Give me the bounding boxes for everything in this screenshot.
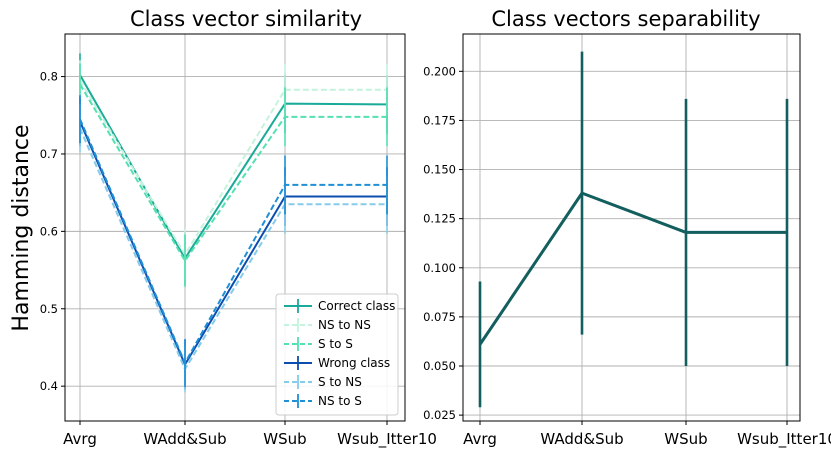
data-point bbox=[386, 116, 388, 118]
data-point bbox=[685, 231, 687, 234]
data-point bbox=[284, 116, 286, 118]
series-s-to-s bbox=[79, 63, 388, 288]
x-tick-label: Wsub_Itter10 bbox=[337, 430, 437, 449]
data-point bbox=[184, 259, 186, 262]
y-tick-label: 0.025 bbox=[423, 408, 456, 422]
legend-item-s-to-s: S to S bbox=[284, 337, 353, 351]
data-point bbox=[184, 362, 186, 364]
y-ticks: 0.025 0.050 0.075 0.100 0.125 0.150 0.175 0.200 bbox=[423, 64, 463, 422]
y-tick-label: 0.050 bbox=[423, 359, 456, 373]
series-line bbox=[79, 83, 387, 262]
y-tick-label: 0.5 bbox=[40, 302, 58, 316]
series-line bbox=[79, 121, 387, 366]
data-point bbox=[79, 83, 81, 86]
legend: Correct class NS to NS S to S Wrong class S … bbox=[275, 293, 399, 416]
data-point bbox=[284, 184, 286, 186]
series-group bbox=[478, 51, 789, 408]
series-line bbox=[79, 79, 387, 256]
chart-title: Class vector similarity bbox=[130, 7, 362, 31]
y-tick-label: 0.125 bbox=[423, 212, 456, 226]
y-tick-label: 0.100 bbox=[423, 261, 456, 275]
legend-label: NS to NS bbox=[318, 318, 371, 332]
legend-item-wrong-class: Wrong class bbox=[284, 356, 390, 370]
y-tick-label: 0.175 bbox=[423, 113, 456, 127]
x-tick-label: Avrg bbox=[463, 430, 497, 448]
legend-label: S to NS bbox=[318, 375, 362, 389]
y-tick-label: 0.4 bbox=[40, 379, 58, 393]
y-tick-label: 0.8 bbox=[40, 70, 58, 84]
series-ns-to-ns bbox=[79, 60, 388, 281]
y-tick-label: 0.150 bbox=[423, 163, 456, 177]
legend-box bbox=[275, 293, 399, 416]
legend-label: Correct class bbox=[318, 299, 395, 313]
y-tick-label: 0.7 bbox=[40, 147, 58, 161]
legend-item-s-to-ns: S to NS bbox=[284, 375, 362, 389]
y-tick-label: 0.6 bbox=[40, 224, 58, 238]
data-point bbox=[386, 184, 388, 186]
x-tick-label: WSub bbox=[664, 430, 707, 448]
chart-title: Class vectors separability bbox=[491, 7, 760, 31]
series-correct-class bbox=[79, 53, 388, 286]
series-group bbox=[79, 53, 388, 393]
data-point bbox=[479, 343, 481, 346]
x-tick-label: WAdd&Sub bbox=[143, 430, 226, 448]
x-tick-label: WAdd&Sub bbox=[540, 430, 623, 448]
y-tick-label: 0.075 bbox=[423, 310, 456, 324]
legend-item-correct-class: Correct class bbox=[284, 299, 395, 313]
legend-item-ns-to-ns: NS to NS bbox=[284, 318, 371, 332]
series-separability bbox=[478, 51, 789, 408]
x-ticks: Avrg WAdd&Sub WSub Wsub_Itter10 bbox=[463, 421, 831, 449]
y-ticks: 0.4 0.5 0.6 0.7 0.8 bbox=[40, 70, 65, 393]
plot-frame bbox=[64, 33, 406, 422]
plot-frame bbox=[462, 33, 801, 422]
chart-class-vector-similarity: Class vector similarity Hamming distance… bbox=[9, 7, 437, 449]
y-tick-label: 0.200 bbox=[423, 64, 456, 78]
data-point bbox=[786, 231, 788, 234]
legend-label: Wrong class bbox=[318, 356, 390, 370]
legend-label: S to S bbox=[318, 337, 353, 351]
data-point bbox=[581, 192, 583, 194]
series-ns-to-s bbox=[79, 95, 388, 387]
series-line bbox=[79, 128, 387, 371]
chart-class-vectors-separability: Class vectors separability 0.0250.0500.0… bbox=[423, 7, 831, 449]
legend-item-ns-to-s: NS to S bbox=[284, 394, 362, 408]
x-tick-label: Wsub_Itter10 bbox=[737, 430, 831, 449]
x-ticks: Avrg WAdd&Sub WSub Wsub_Itter10 bbox=[63, 421, 437, 449]
x-tick-label: WSub bbox=[263, 430, 306, 448]
x-tick-label: Avrg bbox=[63, 430, 97, 448]
legend-label: NS to S bbox=[318, 394, 362, 408]
y-axis-label: Hamming distance bbox=[9, 124, 34, 331]
grid bbox=[463, 34, 800, 421]
data-point bbox=[79, 118, 81, 120]
series-line bbox=[478, 191, 787, 346]
